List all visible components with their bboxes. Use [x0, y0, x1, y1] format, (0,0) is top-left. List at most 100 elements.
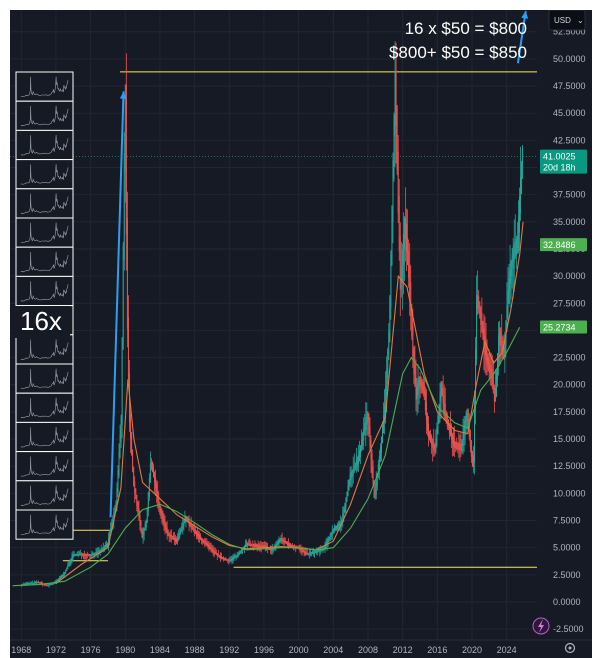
candle-body	[352, 467, 354, 476]
x-tick-label: 1976	[81, 645, 101, 655]
candle-body	[457, 442, 459, 450]
candle-body	[263, 545, 265, 549]
candle-body	[310, 552, 312, 555]
candle-body	[348, 480, 350, 491]
series-lines	[12, 221, 524, 587]
candle-body	[459, 443, 461, 451]
candle-body	[478, 296, 480, 314]
candle-body	[240, 549, 242, 553]
candle-body	[389, 295, 391, 343]
candle-body	[156, 483, 158, 495]
candle-body	[491, 368, 493, 386]
candle-body	[465, 413, 467, 428]
candle-body	[23, 583, 25, 585]
candle-body	[85, 553, 87, 556]
candle-body	[300, 547, 302, 551]
candle-body	[282, 538, 284, 543]
candle-body	[270, 547, 272, 551]
candle-body	[294, 545, 296, 548]
candle-body	[365, 416, 367, 430]
candle-body	[161, 511, 163, 519]
candle-body	[387, 349, 389, 379]
gear-icon[interactable]	[564, 642, 576, 654]
candle-body	[139, 515, 141, 526]
candle-body	[182, 522, 184, 529]
candle-body	[418, 376, 420, 391]
candle-body	[92, 553, 94, 556]
candle-body	[126, 218, 128, 330]
candle-body	[260, 545, 262, 548]
currency-selector[interactable]: USD ⌄	[548, 10, 586, 31]
candle-body	[120, 416, 122, 442]
y-tick-label: 42.5000	[553, 135, 586, 145]
candle-body	[49, 583, 51, 586]
candle-body	[299, 547, 301, 551]
x-tick-label: 1996	[254, 645, 274, 655]
annotation-line-2: $800+ $50 = $850	[389, 43, 527, 62]
candle-body	[147, 492, 149, 512]
candle-body	[111, 522, 113, 531]
x-tick-label: 1980	[115, 645, 135, 655]
x-tick-label: 2012	[393, 645, 413, 655]
candle-body	[262, 545, 264, 548]
candle-body	[142, 531, 144, 538]
price-label-sub: 20d 18h	[543, 163, 576, 173]
candle-body	[317, 550, 319, 553]
candle-body	[245, 543, 247, 548]
lightning-icon[interactable]	[532, 617, 550, 635]
y-tick-label: 5.0000	[553, 543, 581, 553]
x-tick-labels: 1968 1972 1976 1980 1984 1988 1992 1996 2000 2004…	[11, 645, 516, 655]
candle-body	[84, 553, 86, 556]
candle-body	[363, 428, 365, 441]
candle-body	[426, 412, 428, 431]
candle-body	[185, 516, 187, 521]
candle-body	[483, 328, 485, 348]
candle-body	[173, 537, 175, 541]
candle-body	[403, 218, 405, 250]
candle-body	[99, 549, 101, 553]
candle-body	[181, 525, 183, 532]
candle-body	[479, 301, 481, 319]
candle-body	[189, 521, 191, 527]
candle-body	[78, 553, 80, 556]
candle-body	[436, 426, 438, 446]
candle-body	[503, 347, 505, 360]
candle-body	[155, 477, 157, 489]
candle-body	[207, 544, 209, 548]
candle-body	[119, 434, 121, 459]
candle-body	[164, 521, 166, 528]
candle-body	[238, 551, 240, 556]
candle-body	[218, 554, 220, 558]
candle-body	[425, 401, 427, 421]
candle-body	[70, 558, 72, 563]
y-tick-label: 27.5000	[553, 298, 586, 308]
candle-body	[228, 559, 230, 562]
candle-body	[229, 559, 231, 562]
candle-body	[124, 84, 126, 172]
candle-body	[257, 544, 259, 548]
x-tick-label: 1992	[219, 645, 239, 655]
candle-body	[279, 538, 281, 543]
candle-body	[401, 250, 403, 281]
candle-body	[247, 543, 249, 546]
candle-body	[289, 544, 291, 547]
candle-body	[81, 553, 83, 556]
candle-body	[29, 582, 31, 585]
candle-body	[31, 582, 33, 584]
candle-body	[66, 567, 68, 571]
candle-body	[144, 523, 146, 531]
candle-body	[414, 364, 416, 387]
x-tick-label: 2004	[323, 645, 343, 655]
candle-body	[210, 547, 212, 551]
candle-body	[187, 518, 189, 524]
candle-body	[252, 543, 254, 547]
candle-body	[285, 541, 287, 545]
candle-body	[456, 441, 458, 449]
arrow-annotations	[109, 10, 529, 518]
candle-body	[192, 526, 194, 532]
candle-body	[180, 528, 182, 535]
candle-body	[179, 531, 181, 538]
candle-body	[395, 70, 397, 126]
candle-body	[232, 557, 234, 560]
candle-body	[446, 416, 448, 427]
